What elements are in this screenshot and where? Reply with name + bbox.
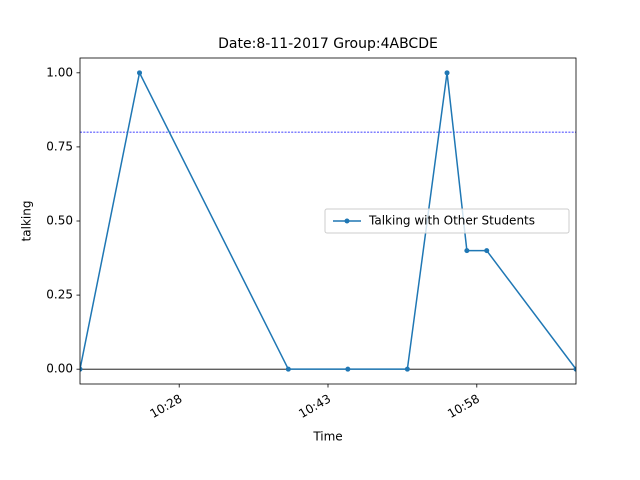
legend-marker [344, 218, 350, 224]
point [444, 70, 450, 76]
plot-frame [79, 57, 577, 385]
y-axis-label: talking [20, 201, 34, 242]
point [464, 248, 470, 254]
y-tick-label: 1.00 [46, 65, 73, 79]
x-axis-label: Time [312, 430, 342, 444]
y-tick-label: 0.75 [46, 139, 73, 153]
y-tick-label: 0.50 [46, 214, 73, 228]
legend-label: Talking with Other Students [368, 214, 535, 228]
point [80, 366, 83, 372]
chart-title: Date:8-11-2017 Group:4ABCDE [218, 36, 438, 52]
legend-box [324, 208, 570, 234]
point [137, 70, 143, 76]
point [484, 248, 490, 254]
y-tick-label: 0.25 [46, 288, 73, 302]
point [573, 366, 576, 372]
point [404, 366, 410, 372]
y-tick-label: 0.00 [46, 362, 73, 376]
point [285, 366, 291, 372]
point [345, 366, 351, 372]
